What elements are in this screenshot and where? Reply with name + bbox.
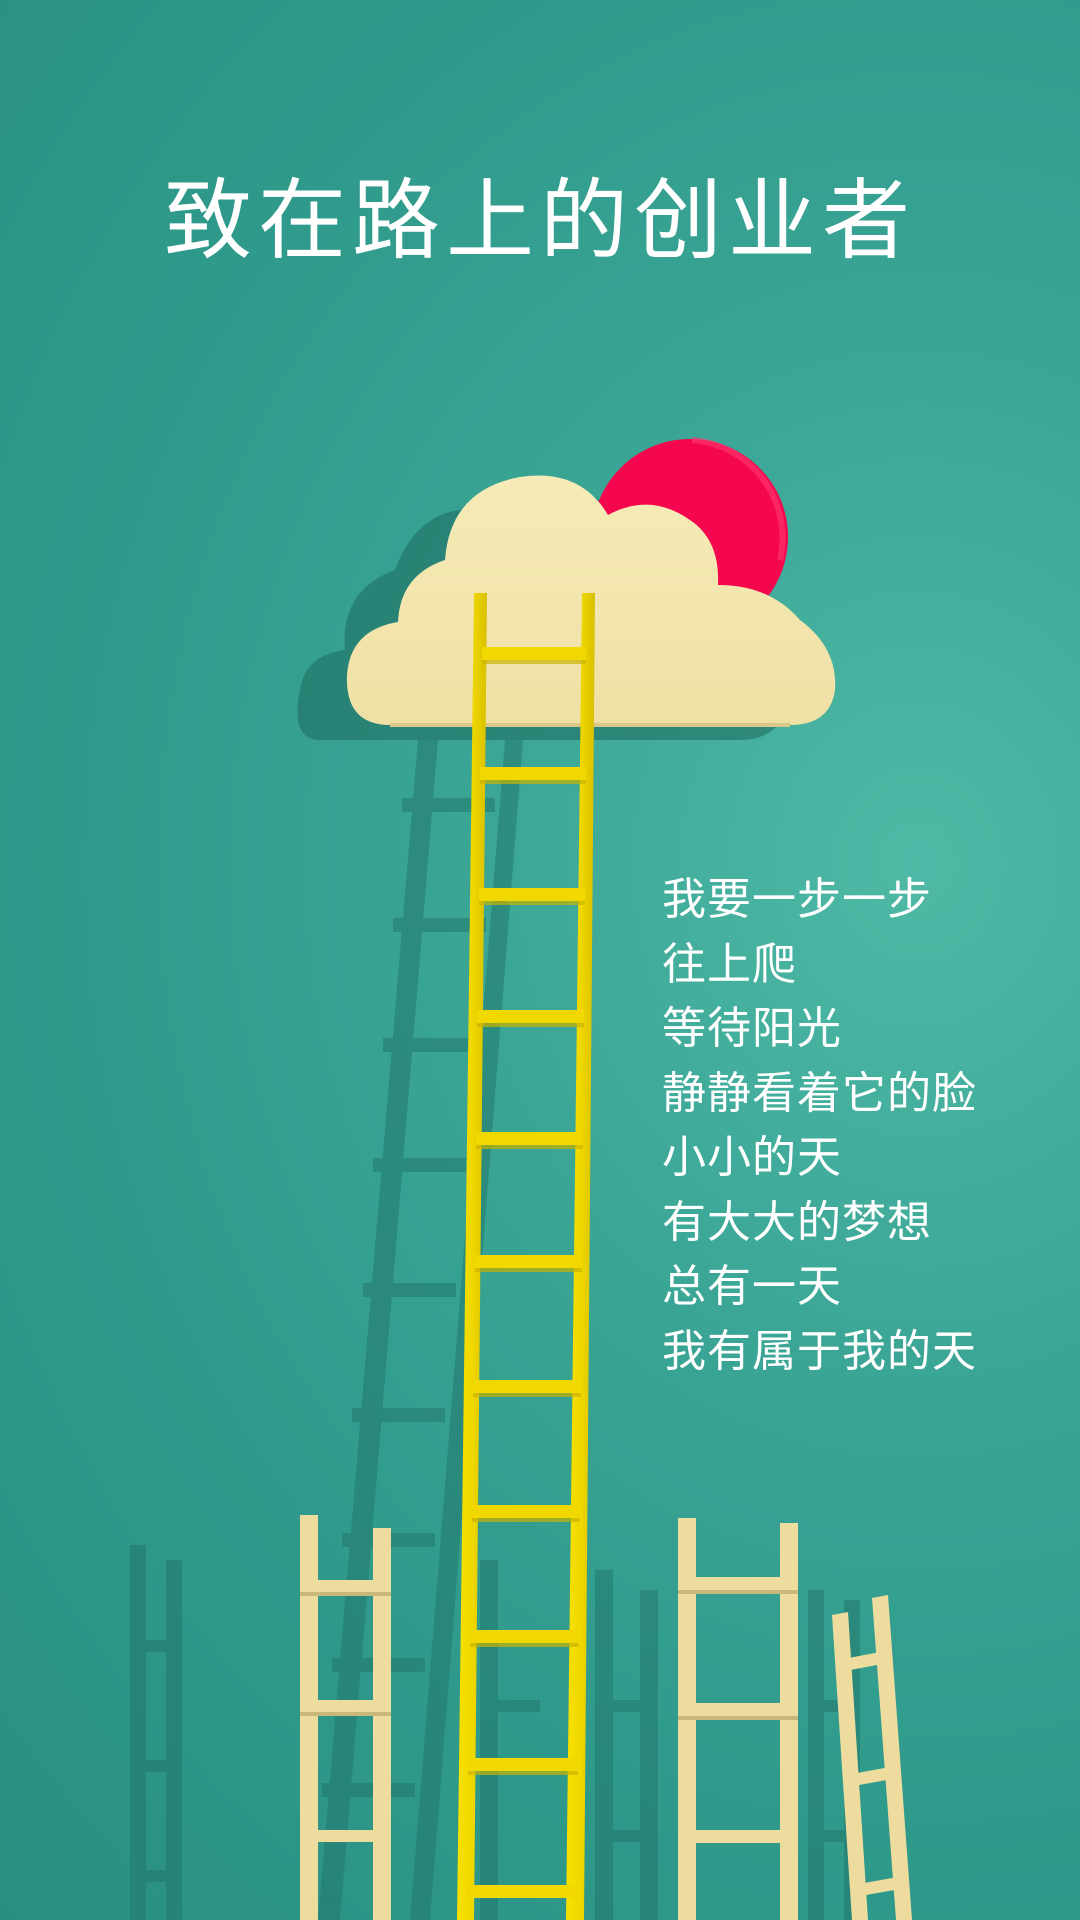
yellow-ladder (457, 593, 595, 1920)
cream-ladder-right (678, 1518, 798, 1920)
cream-ladder-far-right (832, 1595, 912, 1920)
poem-line: 静静看着它的脸 (662, 1067, 977, 1119)
poem-line: 我要一步一步 (662, 874, 932, 925)
poem-line: 等待阳光 (662, 1003, 842, 1054)
poster-title: 致在路上的创业者 (163, 169, 916, 272)
poem-line: 小小的天 (662, 1132, 842, 1183)
poem-line: 总有一天 (662, 1261, 842, 1312)
poem-text: 我要一步一步 往上爬 等待阳光 静静看着它的脸 小小的天 有大大的梦想 总有一天… (662, 868, 977, 1384)
poem-line: 我有属于我的天 (662, 1325, 977, 1377)
poem-line: 往上爬 (662, 938, 797, 990)
cream-ladder-left (300, 1515, 391, 1920)
poem-line: 有大大的梦想 (662, 1196, 932, 1248)
